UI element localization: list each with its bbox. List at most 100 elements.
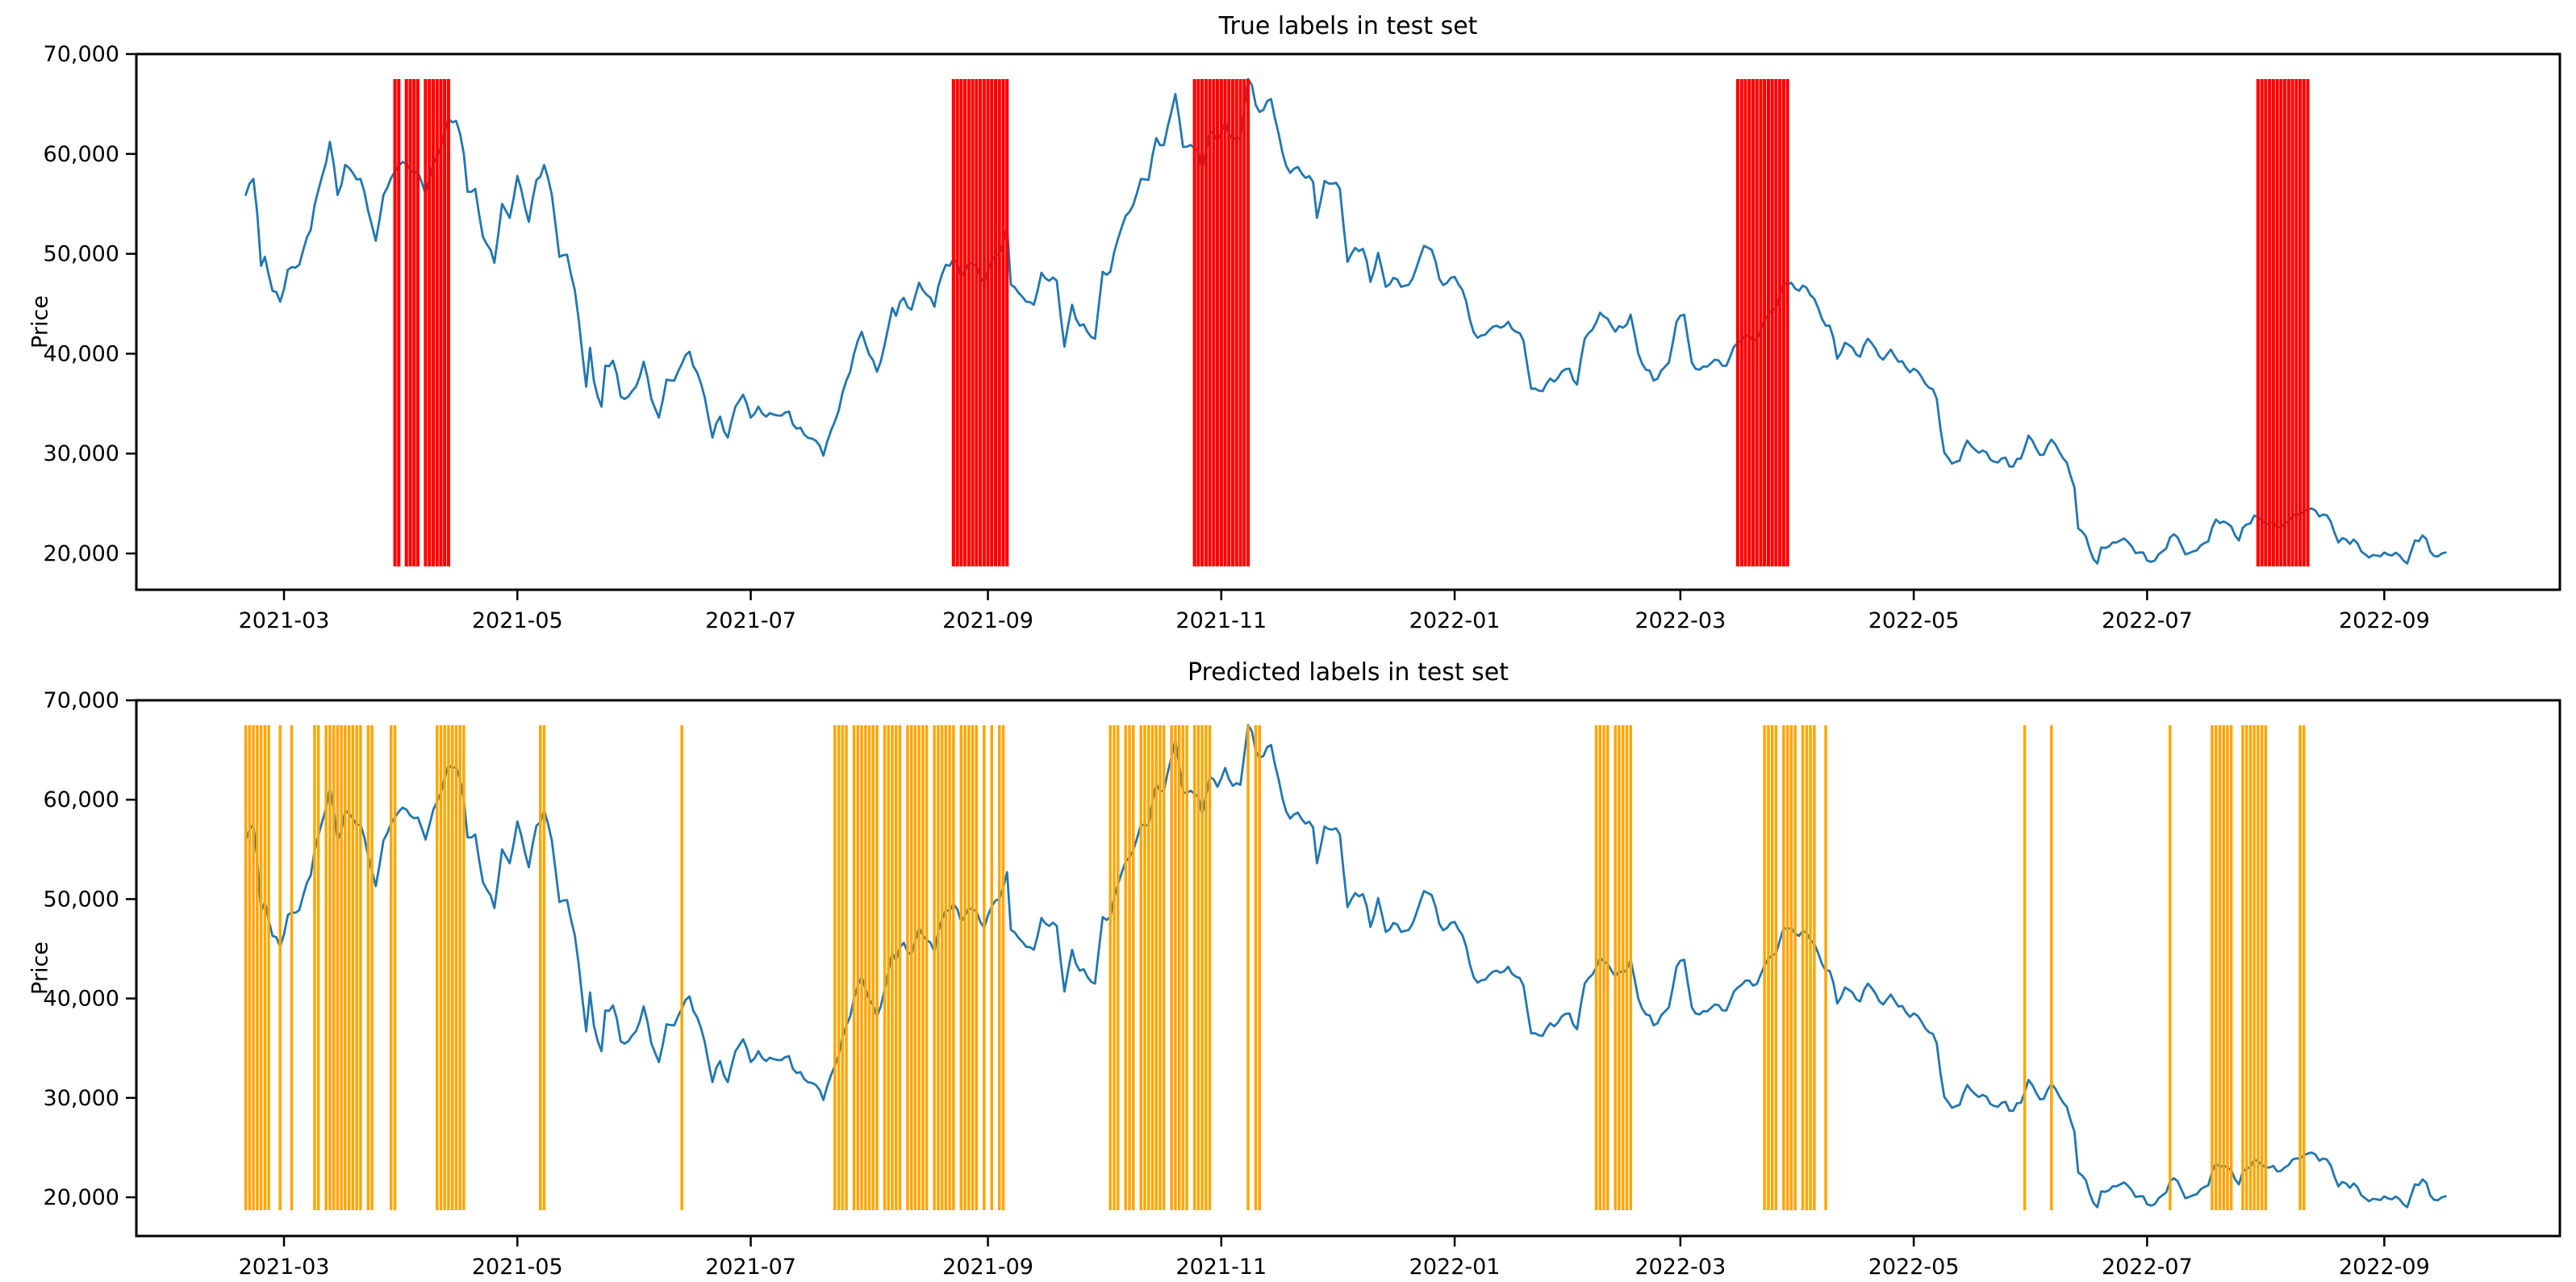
predicted-label-band [910, 725, 913, 1210]
predicted-label-band [1196, 725, 1200, 1210]
x-tick-label: 2021-07 [705, 1255, 796, 1280]
predicted-label-band [891, 725, 894, 1210]
true-label-band [1242, 79, 1246, 567]
predicted-label-band [2023, 725, 2027, 1210]
predicted-label-band [2226, 725, 2229, 1210]
predicted-label-band [248, 725, 252, 1210]
predicted-label-band [443, 725, 446, 1210]
true-label-band [982, 79, 986, 567]
predicted-label-band [887, 725, 890, 1210]
y-tick-label: 30,000 [44, 441, 119, 466]
predicted-label-band [1147, 725, 1150, 1210]
true-label-band [1781, 79, 1785, 567]
true-label-band [1743, 79, 1747, 567]
x-tick-label: 2022-07 [2102, 1255, 2193, 1280]
predicted-label-band [845, 725, 848, 1210]
predicted-label-band [347, 725, 351, 1210]
true-label-band [1238, 79, 1242, 567]
predicted-label-band [355, 725, 358, 1210]
predicted-label-band [837, 725, 841, 1210]
predicted-label-band [898, 725, 902, 1210]
x-tick-label: 2021-05 [472, 1255, 563, 1280]
true-label-band [408, 79, 412, 567]
predicted-label-band [833, 725, 837, 1210]
x-tick-label: 2021-11 [1175, 608, 1267, 633]
true-label-band [2279, 79, 2283, 567]
predicted-label-band [871, 725, 875, 1210]
true-label-band [1763, 79, 1767, 567]
predicted-label-band [2211, 725, 2214, 1210]
true-label-band [1208, 79, 1212, 567]
predicted-label-band [290, 725, 294, 1210]
y-tick-label: 70,000 [44, 688, 119, 713]
y-tick-label: 60,000 [44, 787, 119, 812]
predicted-label-band [328, 725, 332, 1210]
true-label-band [2283, 79, 2287, 567]
predicted-label-band [1143, 725, 1146, 1210]
predicted-label-band [1181, 725, 1185, 1210]
predicted-label-band [1159, 725, 1162, 1210]
predicted-label-band [2264, 725, 2268, 1210]
predicted-label-band [2241, 725, 2244, 1210]
predicted-label-band [256, 725, 259, 1210]
predicted-label-band [2222, 725, 2225, 1210]
predicted-label-band [439, 725, 443, 1210]
predicted-label-band [278, 725, 282, 1210]
predicted-label-band [1177, 725, 1181, 1210]
true-label-band [397, 79, 401, 567]
true-label-band [1227, 79, 1231, 567]
x-tick-label: 2021-09 [942, 608, 1033, 633]
predicted-label-band [359, 725, 362, 1210]
predicted-label-band [539, 725, 542, 1210]
predicted-label-band [263, 725, 267, 1210]
predicted-label-band [1154, 725, 1158, 1210]
true-label-band [1234, 79, 1238, 567]
true-label-band [412, 79, 416, 567]
true-label-band [1216, 79, 1220, 567]
top-chart-title: True labels in test set [1218, 12, 1478, 40]
true-label-band [997, 79, 1001, 567]
true-label-band [1005, 79, 1009, 567]
predicted-label-band [1001, 725, 1005, 1210]
x-tick-label: 2021-11 [1175, 1255, 1267, 1280]
x-tick-label: 2021-05 [472, 608, 563, 633]
x-tick-label: 2022-01 [1409, 1255, 1501, 1280]
predicted-label-band [1813, 725, 1816, 1210]
predicted-label-band [864, 725, 867, 1210]
predicted-label-band [1767, 725, 1770, 1210]
predicted-label-band [856, 725, 860, 1210]
axes-spines [135, 699, 2561, 1238]
predicted-label-band [841, 725, 845, 1210]
predicted-label-band [1785, 725, 1789, 1210]
predicted-label-band [351, 725, 355, 1210]
predicted-label-band [917, 725, 921, 1210]
predicted-label-band [252, 725, 255, 1210]
bottom-chart-y-axis-label: Price [27, 942, 53, 995]
predicted-label-band [1625, 725, 1629, 1210]
predicted-label-band [2215, 725, 2218, 1210]
predicted-label-band [967, 725, 971, 1210]
predicted-label-band [1117, 725, 1120, 1210]
predicted-label-band [2244, 725, 2248, 1210]
true-label-band [2256, 79, 2260, 567]
x-tick-label: 2022-05 [1868, 608, 1960, 633]
x-tick-label: 2022-09 [2339, 1255, 2430, 1280]
predicted-label-band [458, 725, 461, 1210]
predicted-label-band [1124, 725, 1127, 1210]
predicted-label-band [324, 725, 328, 1210]
true-label-band [1739, 79, 1743, 567]
predicted-label-band [1805, 725, 1809, 1210]
true-label-band [424, 79, 428, 567]
predicted-label-band [1602, 725, 1605, 1210]
true-label-band [2271, 79, 2275, 567]
true-label-band [951, 79, 955, 567]
predicted-label-band [1139, 725, 1142, 1210]
predicted-label-band [1113, 725, 1116, 1210]
predicted-label-band [340, 725, 343, 1210]
true-label-band [435, 79, 439, 567]
true-label-band [959, 79, 963, 567]
true-label-band [1759, 79, 1763, 567]
true-label-band [1231, 79, 1235, 567]
predicted-label-band [1789, 725, 1793, 1210]
